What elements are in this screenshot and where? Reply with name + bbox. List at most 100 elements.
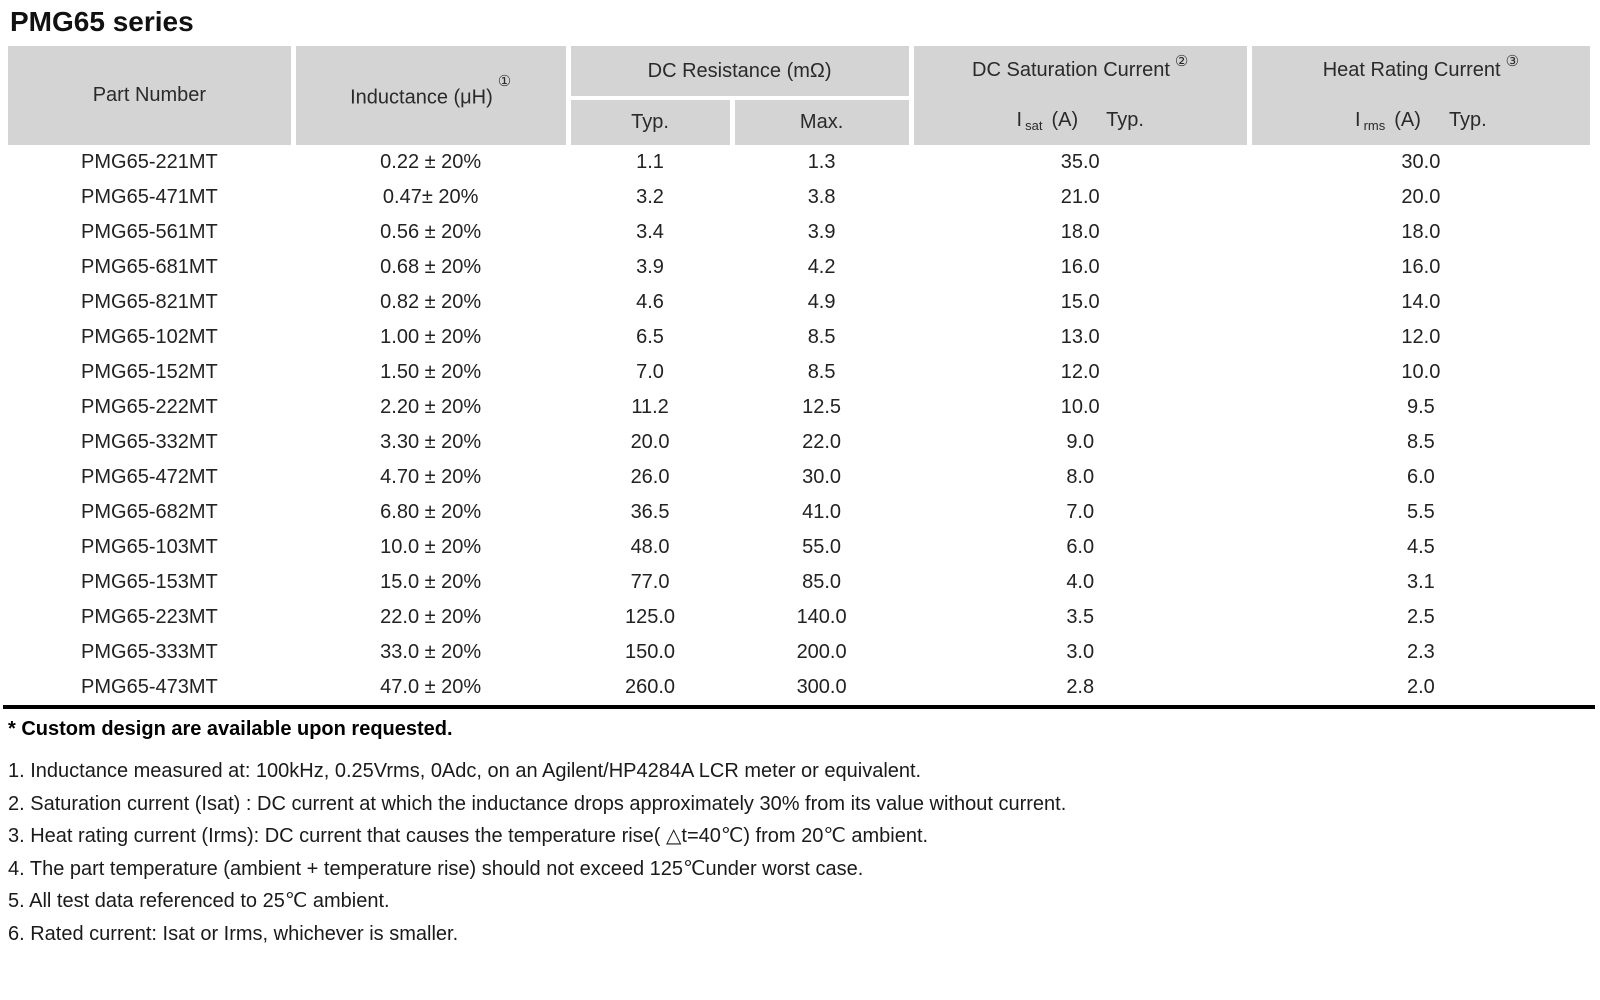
table-header: Part Number Inductance (μH)① DC Resistan… [8,46,1590,145]
footnote-3: 3. Heat rating current (Irms): DC curren… [8,825,929,847]
table-row: PMG65-681MT 0.68 ± 20% 3.9 4.2 16.0 16.0 [8,250,1590,285]
cell-inductance: 0.68 ± 20% [295,250,566,285]
dcr-max-label: Max. [799,111,844,133]
isat-unit: (A) [1051,108,1079,131]
cell-irms: 3.1 [1251,565,1590,600]
cell-dcr-max: 3.9 [734,215,909,250]
cell-irms: 5.5 [1251,495,1590,530]
footnote-4: 4. The part temperature (ambient + tempe… [8,857,864,880]
cell-isat: 12.0 [913,355,1247,390]
cell-inductance: 10.0 ± 20% [295,530,566,565]
footnotes: 1. Inductance measured at: 100kHz, 0.25V… [8,755,1600,950]
cell-dcr-typ: 48.0 [570,530,730,565]
cell-part-number: PMG65-103MT [8,530,291,565]
cell-dcr-typ: 3.4 [570,215,730,250]
cell-isat: 21.0 [913,180,1247,215]
table-row: PMG65-222MT 2.20 ± 20% 11.2 12.5 10.0 9.5 [8,390,1590,425]
cell-inductance: 0.82 ± 20% [295,285,566,320]
irms-unit: (A) [1394,108,1421,131]
cell-dcr-max: 140.0 [734,600,909,635]
cell-inductance: 2.20 ± 20% [295,390,566,425]
col-header-dcr-typ: Typ. [570,96,730,145]
isat-symbol: I [1016,108,1023,131]
cell-inductance: 22.0 ± 20% [295,600,566,635]
heat-label: Heat Rating Current [1322,59,1501,82]
cell-isat: 7.0 [913,495,1247,530]
cell-inductance: 0.47± 20% [295,180,566,215]
col-header-dcr-max: Max. [734,96,909,145]
cell-part-number: PMG65-681MT [8,250,291,285]
table-row: PMG65-472MT 4.70 ± 20% 26.0 30.0 8.0 6.0 [8,460,1590,495]
saturation-header-line1: DC Saturation Current ② [914,46,1247,96]
cell-inductance: 1.00 ± 20% [295,320,566,355]
cell-irms: 2.0 [1251,670,1590,705]
inductance-label: Inductance (μH) [350,86,493,109]
cell-part-number: PMG65-221MT [8,145,291,180]
table-row: PMG65-821MT 0.82 ± 20% 4.6 4.9 15.0 14.0 [8,285,1590,320]
saturation-label: DC Saturation Current [972,59,1170,82]
cell-dcr-max: 30.0 [734,460,909,495]
cell-inductance: 33.0 ± 20% [295,635,566,670]
cell-dcr-typ: 3.2 [570,180,730,215]
cell-dcr-typ: 260.0 [570,670,730,705]
spec-table: Part Number Inductance (μH)① DC Resistan… [3,46,1595,705]
heat-footnote-marker: ③ [1505,52,1520,70]
cell-part-number: PMG65-561MT [8,215,291,250]
cell-irms: 8.5 [1251,425,1590,460]
table-row: PMG65-471MT 0.47± 20% 3.2 3.8 21.0 20.0 [8,180,1590,215]
cell-irms: 6.0 [1251,460,1590,495]
irms-symbol: I [1355,108,1361,131]
col-header-dc-resistance: DC Resistance (mΩ) [570,46,909,96]
cell-dcr-typ: 1.1 [570,145,730,180]
cell-part-number: PMG65-153MT [8,565,291,600]
cell-part-number: PMG65-472MT [8,460,291,495]
cell-irms: 2.3 [1251,635,1590,670]
cell-part-number: PMG65-333MT [8,635,291,670]
cell-inductance: 0.22 ± 20% [295,145,566,180]
cell-dcr-max: 200.0 [734,635,909,670]
cell-part-number: PMG65-152MT [8,355,291,390]
cell-isat: 3.0 [913,635,1247,670]
dc-resistance-label: DC Resistance (mΩ) [647,59,832,82]
cell-dcr-max: 300.0 [734,670,909,705]
cell-isat: 13.0 [913,320,1247,355]
cell-dcr-max: 55.0 [734,530,909,565]
cell-irms: 4.5 [1251,530,1590,565]
cell-dcr-typ: 3.9 [570,250,730,285]
table-row: PMG65-152MT 1.50 ± 20% 7.0 8.5 12.0 10.0 [8,355,1590,390]
cell-part-number: PMG65-332MT [8,425,291,460]
cell-isat: 2.8 [913,670,1247,705]
table-row: PMG65-473MT 47.0 ± 20% 260.0 300.0 2.8 2.0 [8,670,1590,705]
cell-irms: 14.0 [1251,285,1590,320]
footnote-1: 1. Inductance measured at: 100kHz, 0.25V… [8,760,922,782]
cell-isat: 4.0 [913,565,1247,600]
cell-dcr-max: 1.3 [734,145,909,180]
cell-isat: 8.0 [913,460,1247,495]
table-row: PMG65-102MT 1.00 ± 20% 6.5 8.5 13.0 12.0 [8,320,1590,355]
table-row: PMG65-682MT 6.80 ± 20% 36.5 41.0 7.0 5.5 [8,495,1590,530]
footnote-5: 5. All test data referenced to 25℃ ambie… [8,890,390,912]
cell-part-number: PMG65-473MT [8,670,291,705]
cell-dcr-typ: 6.5 [570,320,730,355]
cell-isat: 18.0 [913,215,1247,250]
cell-dcr-max: 4.2 [734,250,909,285]
page-title: PMG65 series [10,6,194,37]
cell-dcr-typ: 36.5 [570,495,730,530]
heat-header-line1: Heat Rating Current ③ [1252,46,1590,96]
cell-irms: 16.0 [1251,250,1590,285]
cell-inductance: 15.0 ± 20% [295,565,566,600]
cell-dcr-typ: 77.0 [570,565,730,600]
cell-dcr-max: 85.0 [734,565,909,600]
cell-isat: 3.5 [913,600,1247,635]
cell-isat: 15.0 [913,285,1247,320]
table-row: PMG65-103MT 10.0 ± 20% 48.0 55.0 6.0 4.5 [8,530,1590,565]
cell-dcr-max: 3.8 [734,180,909,215]
table-row: PMG65-223MT 22.0 ± 20% 125.0 140.0 3.5 2.5 [8,600,1590,635]
cell-part-number: PMG65-222MT [8,390,291,425]
cell-inductance: 3.30 ± 20% [295,425,566,460]
table-row: PMG65-561MT 0.56 ± 20% 3.4 3.9 18.0 18.0 [8,215,1590,250]
custom-design-note: * Custom design are available upon reque… [8,718,453,740]
cell-dcr-max: 4.9 [734,285,909,320]
